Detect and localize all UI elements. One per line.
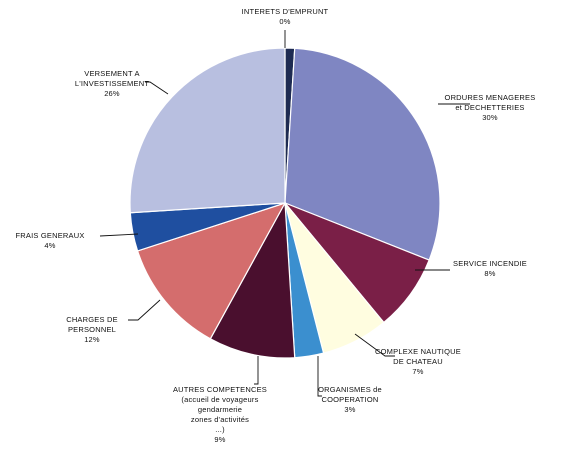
slice-percent-3: 8% xyxy=(484,269,495,278)
slice-label-2: ORDURES MENAGERES et DECHETTERIES 30% xyxy=(445,93,536,122)
slice-label-line: L'INVESTISSEMENT xyxy=(75,79,149,88)
slice-label-8: FRAIS GENERAUX 4% xyxy=(15,231,84,250)
slice-label-line: zones d'activités xyxy=(191,415,249,424)
slice-percent-9: 26% xyxy=(104,89,120,98)
slice-label-line: gendarmerie xyxy=(198,405,242,414)
leader-line-7 xyxy=(128,299,161,321)
leader-line-8 xyxy=(99,233,139,237)
slice-label-5: ORGANISMES de COOPERATION 3% xyxy=(318,385,382,414)
slice-percent-2: 30% xyxy=(482,113,498,122)
slice-percent-8: 4% xyxy=(44,241,55,250)
slice-percent-4: 7% xyxy=(412,367,423,376)
slice-label-line: et DECHETTERIES xyxy=(455,103,524,112)
pie-slice-7 xyxy=(136,201,287,340)
pie-slice-6 xyxy=(209,200,296,359)
slice-label-line: SERVICE INCENDIE xyxy=(453,259,527,268)
slice-label-3: SERVICE INCENDIE 8% xyxy=(453,259,527,278)
pie-slice-2 xyxy=(284,47,441,261)
slice-percent-1: 0% xyxy=(279,17,290,26)
leader-line-4 xyxy=(354,333,395,357)
slice-label-line: DE CHATEAU xyxy=(393,357,443,366)
leader-line-6 xyxy=(254,356,259,385)
slice-label-line: COMPLEXE NAUTIQUE xyxy=(375,347,461,356)
slice-label-4: COMPLEXE NAUTIQUE DE CHATEAU 7% xyxy=(375,347,461,376)
slice-label-line: ...) xyxy=(215,425,225,434)
slice-percent-5: 3% xyxy=(344,405,355,414)
slice-label-line: PERSONNEL xyxy=(68,325,116,334)
slice-label-9: VERSEMENT A L'INVESTISSEMENT 26% xyxy=(75,69,149,98)
slice-label-1: INTERETS D'EMPRUNT 0% xyxy=(242,7,329,26)
slice-label-line: ORDURES MENAGERES xyxy=(445,93,536,102)
slice-percent-6: 9% xyxy=(214,435,225,444)
slice-label-line: (accueil de voyageurs xyxy=(181,395,258,404)
slice-label-line: COOPERATION xyxy=(321,395,378,404)
pie-slice-9 xyxy=(129,47,286,214)
leader-line-9 xyxy=(145,81,169,95)
slice-label-line: INTERETS D'EMPRUNT xyxy=(242,7,329,16)
leader-line-5 xyxy=(317,356,322,397)
slice-label-7: CHARGES DE PERSONNEL 12% xyxy=(66,315,118,344)
slice-label-line: VERSEMENT A xyxy=(84,69,139,78)
slice-label-line: ORGANISMES de xyxy=(318,385,382,394)
slice-label-line: AUTRES COMPETENCES xyxy=(173,385,267,394)
slice-label-6: AUTRES COMPETENCES (accueil de voyageurs g… xyxy=(173,385,267,444)
slice-percent-7: 12% xyxy=(84,335,100,344)
slice-label-line: FRAIS GENERAUX xyxy=(15,231,84,240)
slice-label-line: CHARGES DE xyxy=(66,315,118,324)
